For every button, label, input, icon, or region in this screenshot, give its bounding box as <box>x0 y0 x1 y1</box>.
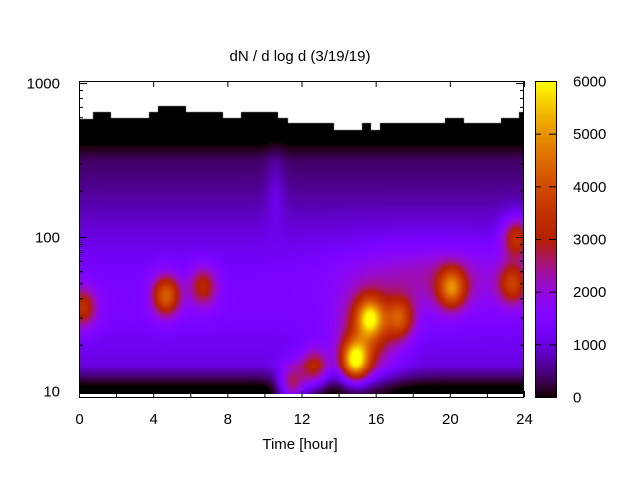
colorbar-tick-label: 6000 <box>573 74 606 91</box>
colorbar-tick-label: 0 <box>573 390 581 407</box>
x-tick-label: 4 <box>149 411 157 428</box>
y-axis: 10 100 1000 <box>27 76 524 401</box>
colorbar-tick-label: 1000 <box>573 337 606 354</box>
y-tick-label: 100 <box>35 230 60 247</box>
x-tick-label: 16 <box>368 411 385 428</box>
x-tick-label: 12 <box>294 411 311 428</box>
colorbar-gradient <box>535 81 557 398</box>
colorbar-tick-label: 3000 <box>573 232 606 249</box>
x-tick-label: 20 <box>442 411 459 428</box>
x-tick-label: 8 <box>224 411 232 428</box>
x-tick-label: 24 <box>516 411 533 428</box>
x-tick-label: 0 <box>75 411 83 428</box>
colorbar-tick-label: 5000 <box>573 126 606 143</box>
x-axis: 0 4 8 12 16 20 24 <box>75 81 533 428</box>
y-tick-label: 10 <box>43 384 60 401</box>
colorbar-tick-label: 2000 <box>573 284 606 301</box>
heatmap-surface <box>79 81 524 394</box>
y-tick-label: 1000 <box>27 76 60 93</box>
colorbar-tick-label: 4000 <box>573 179 606 196</box>
colorbar-axis: 0 1000 2000 3000 4000 5000 6000 <box>535 74 606 407</box>
chart-title: dN / d log d (3/19/19) <box>230 48 371 65</box>
x-axis-label: Time [hour] <box>262 436 337 453</box>
